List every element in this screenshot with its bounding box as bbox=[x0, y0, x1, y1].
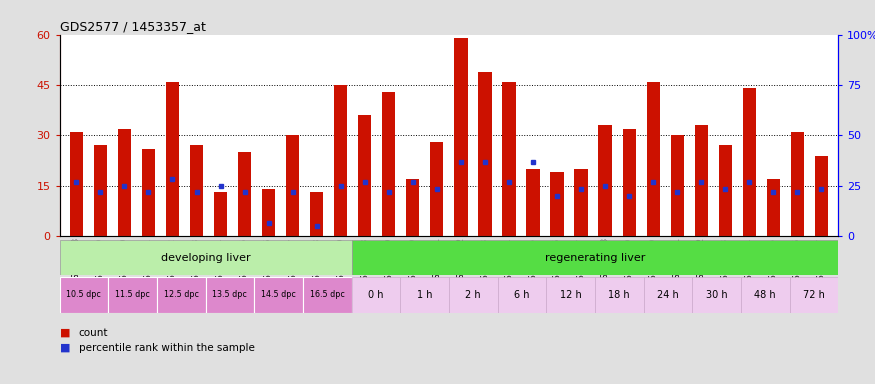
Text: developing liver: developing liver bbox=[161, 253, 250, 263]
Bar bbox=[60, 240, 352, 275]
Bar bbox=[238, 152, 251, 236]
Bar bbox=[255, 277, 303, 313]
Bar bbox=[166, 82, 179, 236]
Bar bbox=[310, 192, 323, 236]
Bar bbox=[352, 240, 838, 275]
Bar bbox=[118, 129, 131, 236]
Bar bbox=[60, 277, 108, 313]
Bar bbox=[789, 277, 838, 313]
Bar bbox=[595, 277, 644, 313]
Bar bbox=[766, 179, 780, 236]
Text: 24 h: 24 h bbox=[657, 290, 679, 300]
Text: 2 h: 2 h bbox=[466, 290, 481, 300]
Bar bbox=[695, 125, 708, 236]
Text: regenerating liver: regenerating liver bbox=[545, 253, 645, 263]
Bar bbox=[622, 129, 636, 236]
Bar bbox=[575, 169, 588, 236]
Bar bbox=[550, 172, 564, 236]
Text: 0 h: 0 h bbox=[368, 290, 383, 300]
Bar bbox=[94, 146, 107, 236]
Bar bbox=[527, 169, 540, 236]
Text: 12.5 dpc: 12.5 dpc bbox=[164, 290, 199, 300]
Text: 11.5 dpc: 11.5 dpc bbox=[116, 290, 150, 300]
Bar bbox=[400, 277, 449, 313]
Text: 48 h: 48 h bbox=[754, 290, 776, 300]
Text: GDS2577 / 1453357_at: GDS2577 / 1453357_at bbox=[60, 20, 206, 33]
Bar bbox=[670, 136, 684, 236]
Bar bbox=[502, 82, 515, 236]
Bar bbox=[815, 156, 828, 236]
Bar bbox=[262, 189, 276, 236]
Bar bbox=[430, 142, 444, 236]
Text: 14.5 dpc: 14.5 dpc bbox=[261, 290, 296, 300]
Bar bbox=[142, 149, 155, 236]
Bar bbox=[598, 125, 612, 236]
Text: 6 h: 6 h bbox=[514, 290, 529, 300]
Bar bbox=[741, 277, 789, 313]
Bar bbox=[692, 277, 741, 313]
Bar bbox=[647, 82, 660, 236]
Text: 16.5 dpc: 16.5 dpc bbox=[310, 290, 345, 300]
Text: count: count bbox=[79, 328, 108, 338]
Bar bbox=[303, 277, 352, 313]
Bar bbox=[644, 277, 692, 313]
Text: 18 h: 18 h bbox=[608, 290, 630, 300]
Text: ■: ■ bbox=[60, 328, 70, 338]
Bar bbox=[718, 146, 732, 236]
Bar bbox=[334, 85, 347, 236]
Bar bbox=[382, 92, 396, 236]
Bar bbox=[352, 277, 400, 313]
Bar bbox=[358, 115, 371, 236]
Text: 12 h: 12 h bbox=[560, 290, 581, 300]
Bar bbox=[546, 277, 595, 313]
Bar bbox=[70, 132, 83, 236]
Bar bbox=[454, 38, 467, 236]
Bar bbox=[449, 277, 498, 313]
Text: 10.5 dpc: 10.5 dpc bbox=[66, 290, 102, 300]
Text: 72 h: 72 h bbox=[803, 290, 825, 300]
Bar bbox=[406, 179, 419, 236]
Text: ■: ■ bbox=[60, 343, 70, 353]
Bar bbox=[214, 192, 228, 236]
Text: percentile rank within the sample: percentile rank within the sample bbox=[79, 343, 255, 353]
Bar bbox=[206, 277, 255, 313]
Bar bbox=[108, 277, 157, 313]
Bar bbox=[479, 71, 492, 236]
Bar bbox=[743, 88, 756, 236]
Bar bbox=[791, 132, 804, 236]
Bar bbox=[286, 136, 299, 236]
Text: 1 h: 1 h bbox=[416, 290, 432, 300]
Bar bbox=[498, 277, 546, 313]
Bar bbox=[157, 277, 206, 313]
Bar bbox=[190, 146, 203, 236]
Text: 30 h: 30 h bbox=[706, 290, 727, 300]
Text: 13.5 dpc: 13.5 dpc bbox=[213, 290, 248, 300]
